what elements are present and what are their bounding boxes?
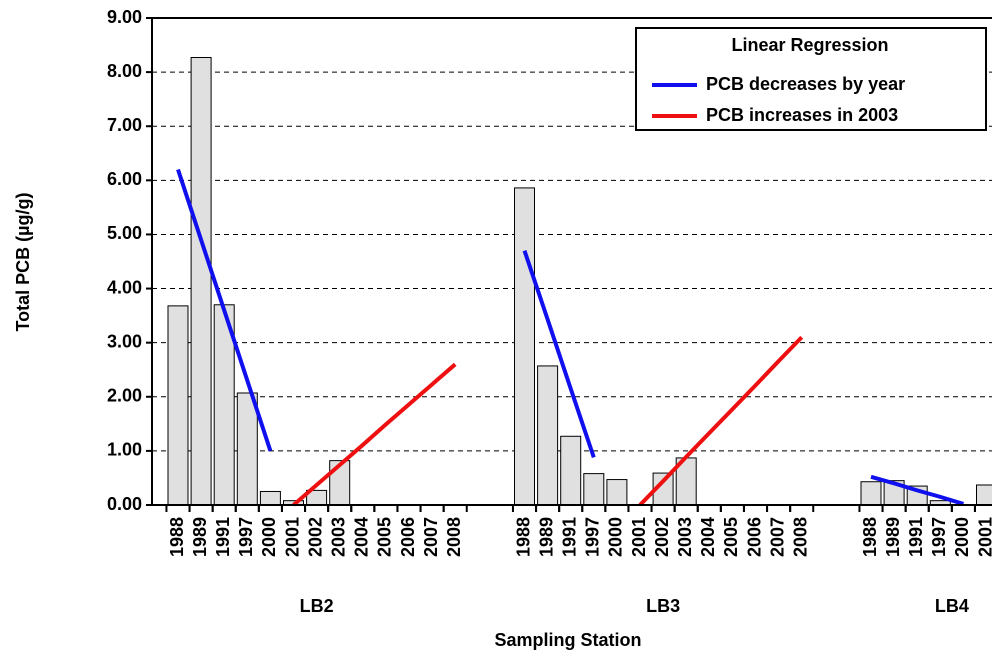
x-tick-label: 2000: [952, 517, 972, 557]
y-tick-label: 5.00: [107, 223, 142, 243]
x-tick-label: 2000: [606, 517, 626, 557]
regression-line: [292, 335, 804, 507]
x-tick-label: 2001: [629, 517, 649, 557]
legend-title: Linear Regression: [731, 35, 888, 55]
x-tick-label: 1988: [513, 517, 533, 557]
y-tick-label: 6.00: [107, 169, 142, 189]
bar: [606, 479, 628, 506]
x-tick-label: 2000: [259, 517, 279, 557]
bar: [976, 484, 992, 506]
x-tick-label: 2007: [421, 517, 441, 557]
x-tick-label: 1991: [559, 517, 579, 557]
x-tick-label: 1991: [906, 517, 926, 557]
x-tick-label: 2006: [398, 517, 418, 557]
x-tick-label: 2002: [305, 517, 325, 557]
x-tick-label: 2006: [744, 517, 764, 557]
x-tick-label: 2007: [767, 517, 787, 557]
legend: Linear Regression PCB decreases by year PC…: [635, 27, 987, 131]
legend-label: PCB increases in 2003: [706, 105, 898, 125]
y-tick-label: 7.00: [107, 115, 142, 135]
x-tick-label: 1988: [167, 517, 187, 557]
bar: [236, 392, 258, 506]
bar: [537, 365, 559, 506]
x-tick-label: 1989: [536, 517, 556, 557]
x-tick-label: 1989: [883, 517, 903, 557]
x-tick-label: 2008: [444, 517, 464, 557]
y-tick-label: 3.00: [107, 331, 142, 351]
bar: [860, 481, 882, 506]
group-label: LB4: [935, 596, 969, 616]
x-axis-label: Sampling Station: [494, 630, 641, 650]
x-tick-label: 1997: [236, 517, 256, 557]
x-tick-label: 2003: [675, 517, 695, 557]
bar: [514, 187, 535, 506]
x-tick-label: 1997: [583, 517, 603, 557]
y-tick-label: 2.00: [107, 386, 142, 406]
x-tick-label: 2001: [975, 517, 992, 557]
x-tick-label: 2002: [652, 517, 672, 557]
group-label: LB2: [300, 596, 334, 616]
x-tick-label: 1997: [929, 517, 949, 557]
y-tick-label: 1.00: [107, 440, 142, 460]
legend-box: [635, 27, 987, 131]
x-tick-label: 2004: [352, 517, 372, 557]
y-axis-label: Total PCB (µg/g): [13, 192, 33, 331]
bar: [560, 435, 582, 506]
y-tick-label: 4.00: [107, 277, 142, 297]
regression-line: [176, 168, 964, 506]
x-tick-label: 2008: [790, 517, 810, 557]
x-tick-label: 1991: [213, 517, 233, 557]
x-tick-label: 1988: [860, 517, 880, 557]
x-tick-label: 2003: [328, 517, 348, 557]
y-tick-label: 8.00: [107, 61, 142, 81]
bar: [259, 490, 281, 506]
x-tick-label: 1989: [190, 517, 210, 557]
group-label: LB3: [646, 596, 680, 616]
bar: [190, 57, 212, 506]
y-tick-label: 9.00: [107, 7, 142, 27]
x-tick-label: 2005: [721, 517, 741, 557]
x-tick-label: 2004: [698, 517, 718, 557]
x-tick-label: 2005: [375, 517, 395, 557]
y-tick-label: 0.00: [107, 494, 142, 514]
x-tick-label: 2001: [282, 517, 302, 557]
bar: [583, 473, 605, 506]
bar: [167, 305, 189, 506]
legend-label: PCB decreases by year: [706, 74, 905, 94]
